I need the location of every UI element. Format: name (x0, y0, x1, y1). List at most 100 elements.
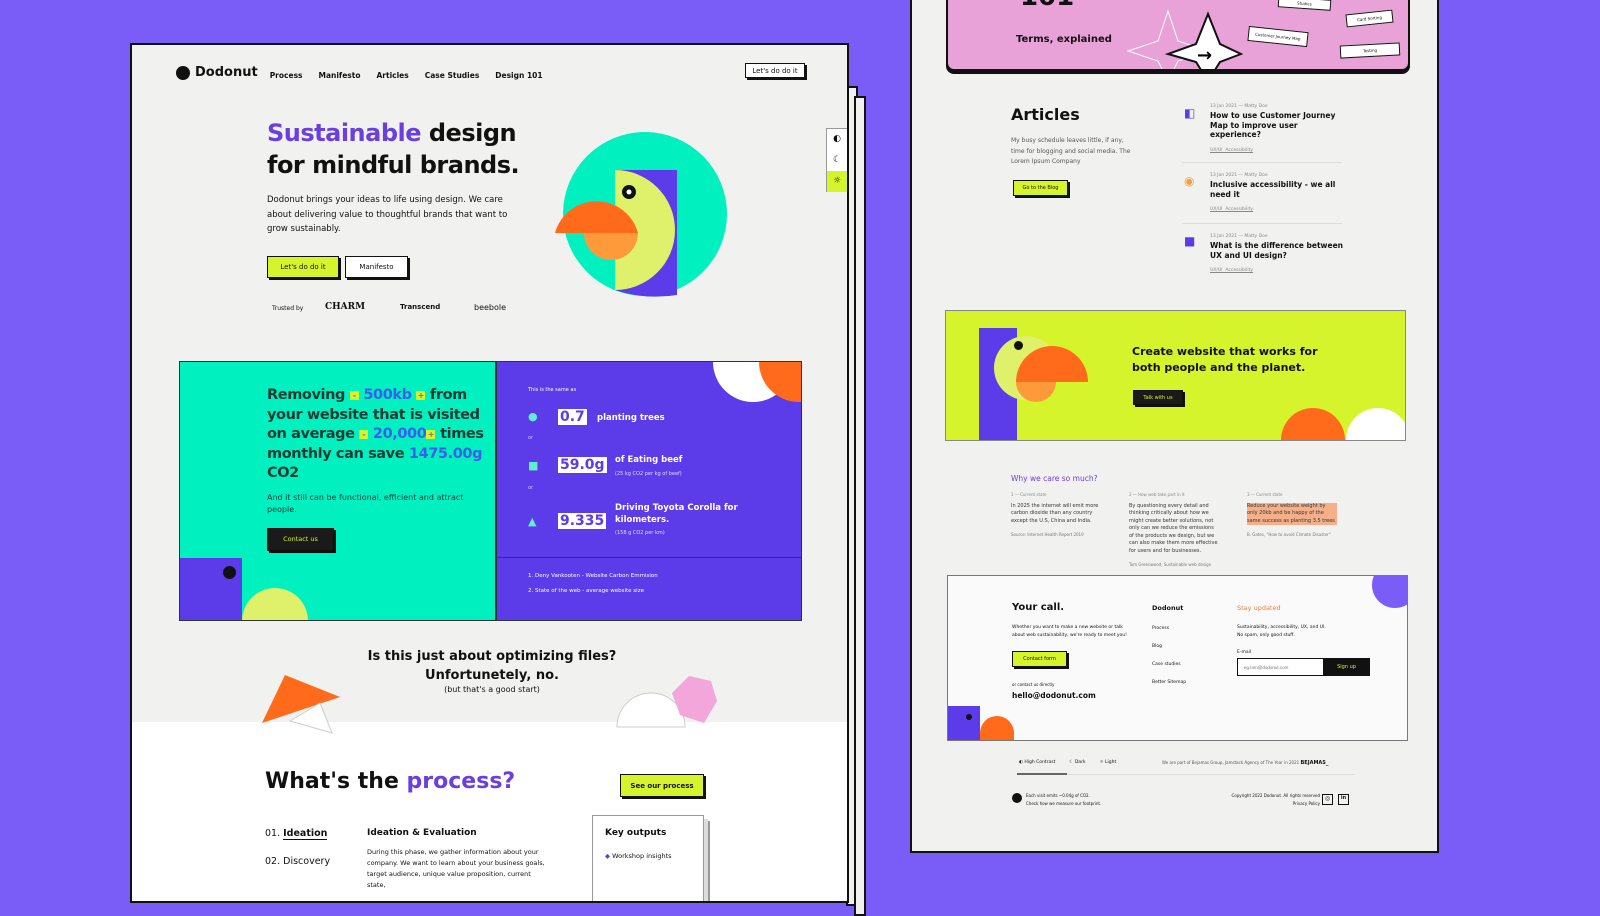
talk-with-us-button[interactable]: Talk with us (1133, 390, 1183, 405)
header-cta-button[interactable]: Let's do do it (745, 63, 805, 78)
sun-icon[interactable]: ☼ (827, 171, 847, 192)
source-1[interactable]: 1. Deny Vankooten - Website Carbon Emmis… (528, 573, 658, 579)
optimizing-line1: Is this just about optimizing files? (367, 649, 617, 664)
term-card[interactable]: Testing (1339, 42, 1401, 59)
article-meta: 13 Jan 2021 — Matty Doe (1210, 173, 1268, 178)
nav-process[interactable]: Process (269, 71, 303, 80)
nav-articles[interactable]: Articles (376, 71, 409, 80)
email-label: E-mail (1237, 650, 1252, 655)
step-discovery[interactable]: 02. Discovery (265, 856, 330, 867)
size-value[interactable]: 500kb (363, 387, 412, 403)
newsletter-email-input[interactable] (1237, 658, 1324, 676)
or-contact-label: or contact us directly (1012, 682, 1055, 687)
footer-link-blog[interactable]: Blog (1152, 644, 1162, 649)
nav-case-studies[interactable]: Case Studies (424, 71, 480, 80)
footprint-link[interactable]: Check how we measure our footprint. (1026, 801, 1102, 806)
copyright: Copyright 2022 Dodonut. All rights reser… (1231, 793, 1320, 798)
triangle-shape (262, 675, 340, 734)
contact-us-button[interactable]: Contact us (267, 527, 334, 551)
tag[interactable]: Accessibility (1225, 207, 1254, 212)
divider (1182, 162, 1342, 163)
nav-manifesto[interactable]: Manifesto (318, 71, 361, 80)
article-tags: UX/UI Accessibility (1210, 148, 1345, 153)
bejamas-logo[interactable]: BEJAMAS_ (1300, 760, 1329, 766)
term-card[interactable]: Card Sorting (1345, 9, 1394, 28)
why-source: Tom Greenwood, Sustainable web design (1129, 562, 1212, 567)
calculator-content: Removing - 500kb + from your website tha… (267, 386, 493, 551)
source-2[interactable]: 2. State of the web - average website si… (528, 588, 644, 594)
calculator-subtext: And it still can be functional, efficien… (267, 492, 464, 514)
beef-value-box: 59.0g (558, 457, 607, 473)
hero-title: Sustainable design for mindful brands. (267, 117, 520, 181)
increase-size-button[interactable]: + (416, 390, 426, 400)
article-icon: ◉ (1184, 174, 1195, 188)
calc-text: from your website that is visited on ave… (267, 387, 480, 442)
car-value: 9.335 (558, 513, 607, 529)
moon-icon[interactable]: ☾ (832, 155, 842, 165)
linkedin-icon[interactable]: in (1338, 794, 1349, 805)
footer-link-process[interactable]: Process (1152, 626, 1170, 631)
decrease-visits-button[interactable]: - (359, 429, 369, 439)
tag[interactable]: Accessibility (1225, 147, 1254, 153)
divider (1017, 774, 1355, 775)
tag[interactable]: UX/UI (1210, 268, 1223, 273)
active-mode-indicator (1017, 773, 1067, 775)
accessibility-mode-switcher: ◐ ☾ ☼ (826, 128, 847, 192)
square-decoration (948, 706, 980, 740)
car-icon: ▲ (528, 515, 537, 528)
dark-toggle[interactable]: ☾ Dark (1069, 760, 1086, 765)
charm-logo: CHARM (325, 302, 366, 312)
why-column: 2 — How web take part in it By questionin… (1129, 491, 1219, 569)
term-card[interactable]: Studies (1277, 0, 1332, 11)
step-ideation[interactable]: 01. Ideation (265, 828, 328, 840)
light-toggle[interactable]: ☼ Light (1099, 760, 1117, 765)
your-call-text: Whether you want to make a new website o… (1012, 625, 1127, 638)
term-card[interactable]: Customer Journey Map (1247, 25, 1309, 48)
eye-decoration (966, 714, 972, 720)
circle-decoration (242, 588, 308, 620)
contrast-icon[interactable]: ◐ (833, 134, 841, 144)
tag[interactable]: Accessibility (1225, 268, 1254, 273)
tag[interactable]: UX/UI (1210, 147, 1223, 153)
high-contrast-toggle[interactable]: ◐ High Contrast (1019, 760, 1056, 765)
emissions-note: Each visit emits ~0.04g of CO2. Check how… (1026, 792, 1101, 808)
visits-value[interactable]: 20,000 (372, 426, 427, 442)
article-meta: 13 Jan 2021 — Matty Doe (1210, 234, 1268, 239)
footer-link-sitemap[interactable]: Better Sitemap (1152, 680, 1187, 685)
hero-primary-button[interactable]: Let's do do it (267, 256, 339, 278)
footer-link-case-studies[interactable]: Case studies (1152, 662, 1181, 667)
why-text: Reduce your website weight by only 20kb … (1247, 502, 1337, 525)
see-process-button[interactable]: See our process (620, 774, 704, 797)
article-title[interactable]: What is the difference between UX and UI… (1210, 241, 1343, 260)
article-item[interactable]: 13 Jan 2021 — Matty Doe Inclusive accessi… (1210, 173, 1345, 212)
contact-form-button[interactable]: Contact form (1012, 651, 1067, 667)
stay-updated-title: Stay updated (1237, 604, 1281, 612)
privacy-link[interactable]: Privacy Policy (1292, 801, 1320, 806)
signup-button[interactable]: Sign up (1323, 658, 1370, 676)
process-title-accent: process? (406, 769, 516, 794)
header: Dodonut Process Manifesto Articles Case Stu… (176, 63, 559, 82)
article-title[interactable]: How to use Customer Journey Map to impro… (1210, 111, 1336, 139)
optimizing-line2: Unfortunetely, no. (425, 668, 559, 683)
circle-decoration (1372, 576, 1407, 608)
article-item[interactable]: 13 Jan 2021 — Matty Doe How to use Custom… (1210, 104, 1345, 153)
trees-value: 0.7 (558, 409, 587, 425)
logo[interactable]: Dodonut (195, 65, 258, 80)
article-item[interactable]: 13 Jan 2021 — Matty Doe What is the diffe… (1210, 234, 1345, 273)
decrease-size-button[interactable]: - (349, 390, 359, 400)
nav-design-101[interactable]: Design 101 (495, 71, 543, 80)
stay-updated-text: Sustainability, accessibility, UX, and U… (1237, 625, 1326, 638)
tag[interactable]: UX/UI (1210, 207, 1223, 212)
dribbble-icon[interactable]: ◎ (1322, 794, 1333, 805)
contact-email-link[interactable]: hello@dodonut.com (1012, 691, 1096, 700)
go-to-blog-button[interactable]: Go to the Blog (1013, 180, 1068, 196)
manifesto-button[interactable]: Manifesto (345, 256, 408, 278)
articles-description: My busy schedule leaves little, if any, … (1011, 137, 1131, 165)
increase-visits-button[interactable]: + (426, 429, 436, 439)
design-101-banner[interactable]: 101 Terms, explained → Studies Card Sort… (946, 0, 1410, 71)
divider (497, 557, 801, 558)
article-title[interactable]: Inclusive accessibility - we all need it (1210, 180, 1336, 199)
legal: Copyright 2022 Dodonut. All rights reser… (1212, 792, 1320, 808)
main-nav: Process Manifesto Articles Case Studies Desi… (270, 63, 559, 82)
car-note: (158 g CO2 per km) (615, 530, 665, 536)
